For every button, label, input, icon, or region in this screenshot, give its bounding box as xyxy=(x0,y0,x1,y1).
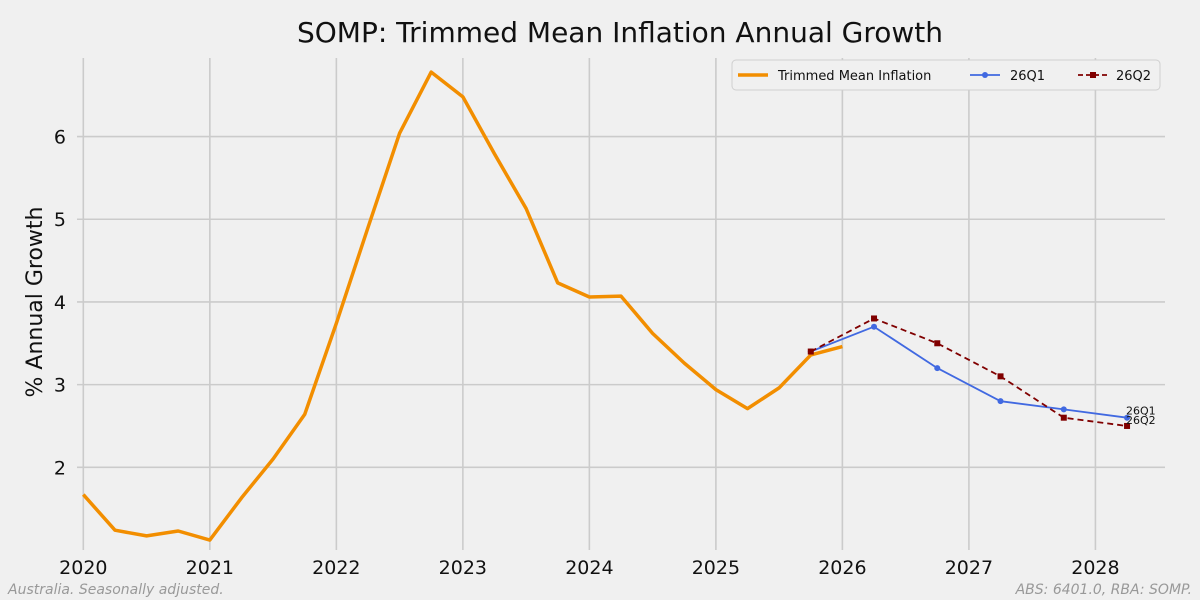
x-tick-label: 2024 xyxy=(565,557,613,579)
y-tick-label: 5 xyxy=(54,209,66,231)
y-tick-label: 4 xyxy=(54,292,66,314)
footnote-right: ABS: 6401.0, RBA: SOMP. xyxy=(1015,582,1192,598)
series-line-trimmed-mean-inflation xyxy=(81,70,843,542)
gridlines xyxy=(77,58,1165,550)
data-point-26q2 xyxy=(1124,422,1131,429)
y-axis-label: % Annual Growth xyxy=(23,207,48,398)
series-end-label: 26Q2 xyxy=(1126,414,1156,427)
series-line-26q1 xyxy=(810,325,1128,419)
legend: Trimmed Mean Inflation 26Q1 26Q2 xyxy=(731,59,1161,91)
x-tick-label: 2028 xyxy=(1071,557,1119,579)
data-point-26q1 xyxy=(1060,406,1067,413)
data-point-26q2 xyxy=(807,348,814,355)
series-line-26q2 xyxy=(810,317,1128,427)
data-point-26q2 xyxy=(1060,414,1067,421)
data-point-26q1 xyxy=(934,365,941,372)
data-point-26q2 xyxy=(997,373,1004,380)
x-tick-label: 2020 xyxy=(59,557,107,579)
x-tick-label: 2027 xyxy=(945,557,993,579)
y-tick-label: 6 xyxy=(54,127,66,149)
x-tick-label: 2021 xyxy=(186,557,234,579)
legend-entry-label: Trimmed Mean Inflation xyxy=(777,69,931,84)
chart-title: SOMP: Trimmed Mean Inflation Annual Grow… xyxy=(297,16,943,49)
data-point-26q1 xyxy=(997,398,1004,405)
legend-marker xyxy=(1090,72,1096,78)
tick-labels: 2020 2021 2022 2023 2024 2025 2026 2027 2028 2 3 4 5… xyxy=(54,127,1120,579)
data-point-26q1 xyxy=(871,323,878,330)
data-point-26q2 xyxy=(934,340,941,347)
x-tick-label: 2026 xyxy=(818,557,866,579)
series-end-label: 26Q1 xyxy=(1126,405,1156,418)
legend-entry-label: 26Q2 xyxy=(1116,69,1151,84)
data-point-26q1 xyxy=(1124,414,1131,421)
legend-box xyxy=(731,59,1161,91)
y-tick-label: 3 xyxy=(54,375,66,397)
x-tick-label: 2025 xyxy=(692,557,740,579)
legend-entry-label: 26Q1 xyxy=(1010,69,1045,84)
footnote-left: Australia. Seasonally adjusted. xyxy=(7,582,224,598)
y-tick-label: 2 xyxy=(54,457,66,479)
legend-marker xyxy=(982,72,988,78)
x-tick-label: 2023 xyxy=(439,557,487,579)
data-point-26q2 xyxy=(871,315,878,322)
x-tick-label: 2022 xyxy=(312,557,360,579)
